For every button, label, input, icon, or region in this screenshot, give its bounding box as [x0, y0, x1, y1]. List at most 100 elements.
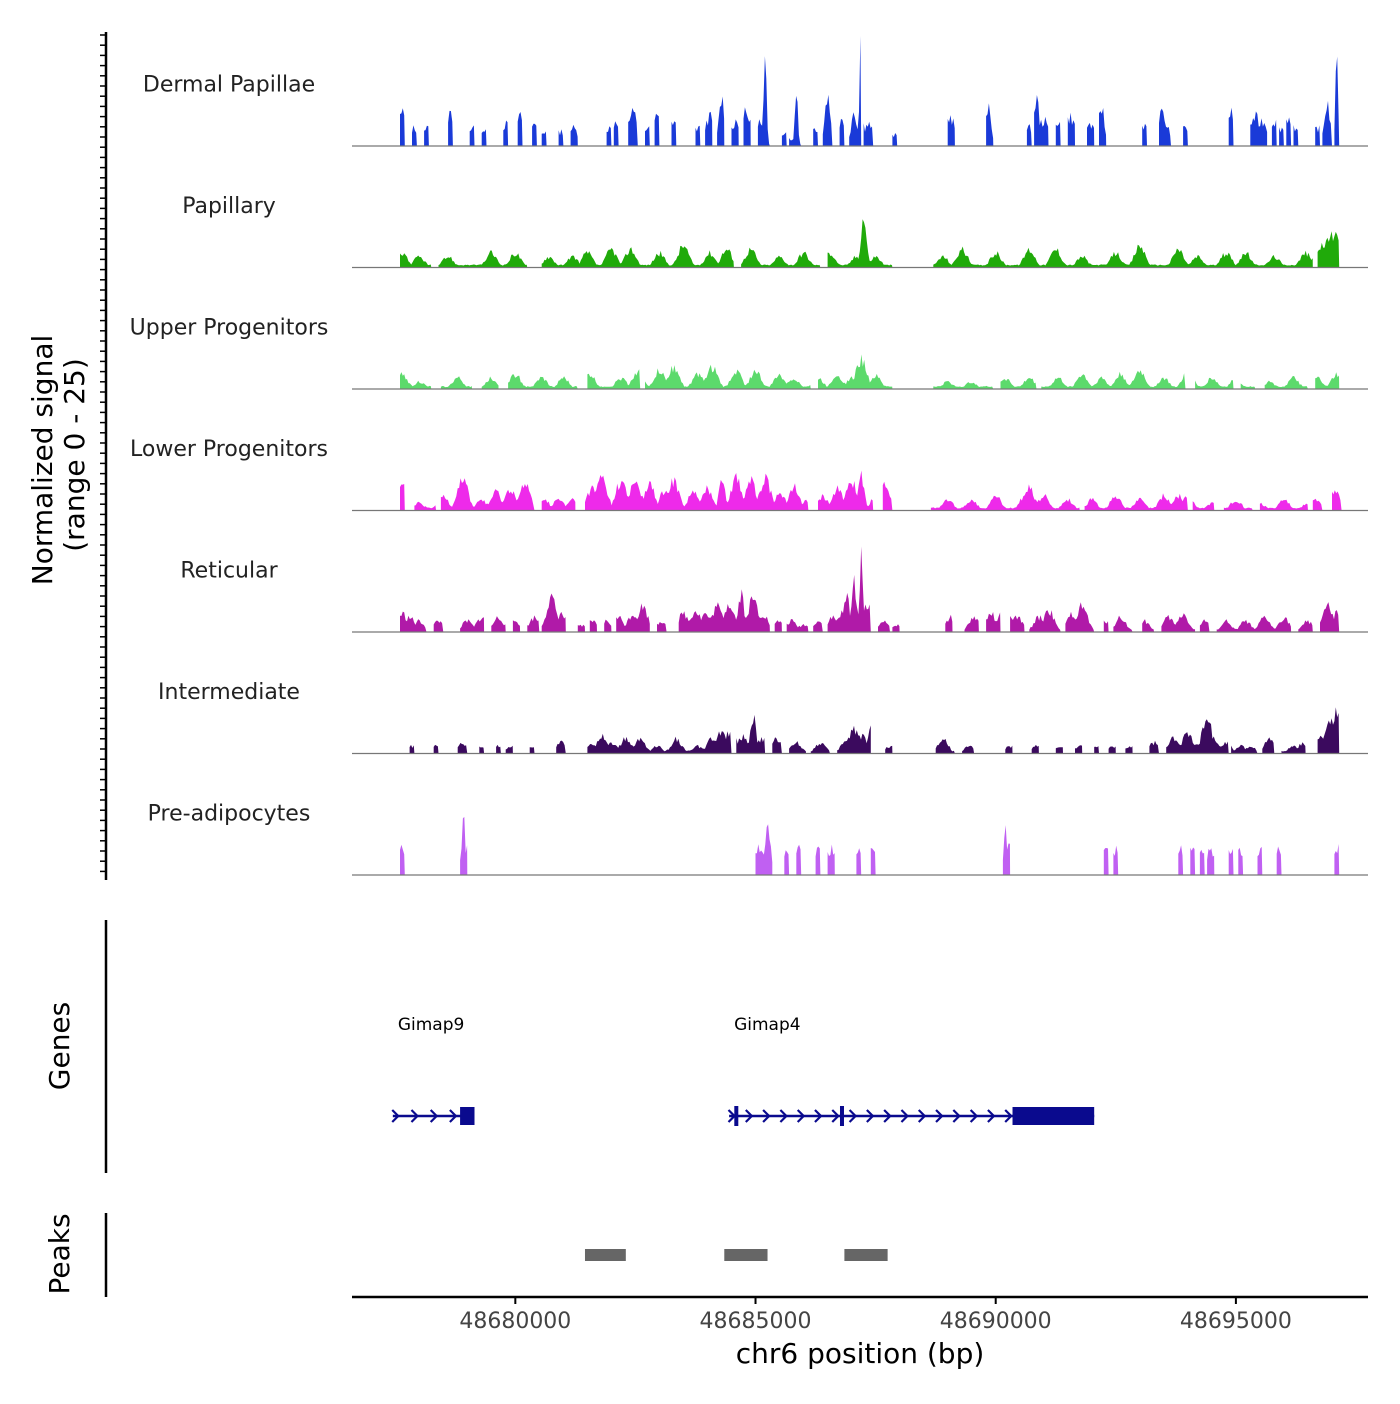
- coverage-area: [1103, 620, 1109, 632]
- coverage-area: [481, 376, 499, 389]
- strand-arrow: [745, 1109, 754, 1123]
- coverage-area: [657, 622, 667, 632]
- coverage-area: [505, 745, 513, 754]
- coverage-area: [438, 250, 528, 268]
- coverage-area: [448, 110, 453, 146]
- x-axis-title: chr6 position (bp): [736, 1337, 985, 1370]
- coverage-area: [962, 745, 975, 754]
- coverage-area: [512, 620, 521, 632]
- coverage-area: [945, 614, 953, 632]
- coverage-area: [789, 95, 802, 146]
- coverage-area: [400, 372, 432, 389]
- coverage-area: [856, 848, 862, 875]
- coverage-area: [1286, 117, 1292, 146]
- coverage-tracks: Dermal Papillae Papillary Upper Progenitor…: [130, 36, 1368, 876]
- coverage-area: [1192, 501, 1215, 511]
- coverage-area: [1010, 615, 1025, 632]
- coverage-area: [743, 107, 751, 146]
- coverage-area: [1317, 707, 1340, 754]
- peak-region: [724, 1249, 768, 1261]
- coverage-area: [1055, 121, 1061, 146]
- coverage-area: [460, 617, 485, 632]
- track-reticular: Reticular: [180, 546, 1368, 633]
- coverage-area: [986, 612, 1001, 632]
- coverage-area: [774, 620, 782, 632]
- coverage-area: [481, 129, 487, 146]
- coverage-area: [440, 478, 535, 511]
- coverage-area: [529, 747, 535, 754]
- strand-arrow: [1004, 1109, 1013, 1123]
- coverage-area: [822, 94, 833, 146]
- peaks-track-label: Peaks: [43, 1213, 76, 1294]
- coverage-area: [736, 714, 766, 754]
- track-dermal-papillae: Dermal Papillae: [143, 36, 1368, 147]
- gene-track: Gimap9 Gimap4: [104, 920, 1095, 1173]
- coverage-area: [796, 844, 802, 875]
- coverage-area: [1281, 742, 1306, 754]
- exon-block: [460, 1107, 475, 1125]
- coverage-area: [1271, 119, 1277, 146]
- coverage-area: [400, 611, 427, 632]
- coverage-area: [604, 619, 612, 632]
- strand-arrow: [987, 1109, 996, 1123]
- coverage-area: [1002, 825, 1011, 875]
- coverage-area: [1099, 108, 1107, 146]
- coverage-area: [757, 56, 770, 146]
- track-label: Lower Progenitors: [130, 437, 328, 462]
- coverage-area: [1317, 231, 1340, 268]
- coverage-area: [1231, 744, 1258, 754]
- coverage-area: [1190, 847, 1196, 875]
- coverage-area: [789, 741, 806, 754]
- peak-region: [584, 1249, 626, 1261]
- coverage-area: [577, 624, 585, 632]
- coverage-area: [570, 124, 578, 146]
- coverage-area: [1183, 126, 1188, 146]
- coverage-area: [491, 616, 506, 632]
- coverage-area: [1334, 56, 1340, 146]
- coverage-area: [1195, 377, 1234, 389]
- coverage-area: [1113, 845, 1119, 875]
- track-label: Upper Progenitors: [130, 316, 329, 341]
- coverage-area: [1029, 610, 1061, 632]
- coverage-area: [786, 619, 809, 632]
- coverage-area: [433, 744, 439, 754]
- signal-axis-label: Normalized signal: [26, 335, 59, 586]
- coverage-area: [1228, 848, 1234, 875]
- strand-arrow: [917, 1109, 927, 1123]
- track-label: Intermediate: [158, 680, 300, 705]
- coverage-area: [541, 245, 734, 268]
- coverage-area: [818, 354, 893, 389]
- coverage-area: [870, 848, 876, 875]
- coverage-area: [1166, 719, 1229, 754]
- coverage-area: [827, 844, 835, 875]
- strand-arrow: [410, 1109, 420, 1123]
- strand-arrow: [866, 1109, 875, 1123]
- coverage-area: [1065, 602, 1095, 632]
- coverage-area: [1320, 602, 1340, 632]
- exon-mark: [734, 1106, 739, 1126]
- coverage-area: [1108, 746, 1116, 754]
- gene-gimap9: Gimap9: [391, 1015, 475, 1125]
- coverage-area: [460, 816, 468, 875]
- coverage-area: [1238, 847, 1244, 875]
- coverage-area: [508, 374, 578, 389]
- track-intermediate: Intermediate: [158, 680, 1368, 755]
- coverage-area: [606, 126, 612, 146]
- track-lower-progenitors: Lower Progenitors: [130, 437, 1368, 512]
- coverage-area: [678, 589, 770, 632]
- coverage-area: [813, 128, 818, 146]
- coverage-area: [469, 125, 475, 146]
- coverage-area: [1276, 846, 1282, 875]
- coverage-area: [784, 850, 790, 875]
- coverage-area: [457, 742, 468, 754]
- coverage-area: [1315, 372, 1340, 389]
- strand-arrow: [831, 1109, 840, 1123]
- coverage-area: [878, 620, 890, 632]
- track-label: Reticular: [180, 559, 278, 584]
- coverage-area: [815, 846, 821, 875]
- coverage-area: [1041, 370, 1186, 389]
- coverage-area: [1199, 619, 1210, 632]
- coverage-area: [1332, 490, 1342, 511]
- coverage-area: [695, 125, 701, 146]
